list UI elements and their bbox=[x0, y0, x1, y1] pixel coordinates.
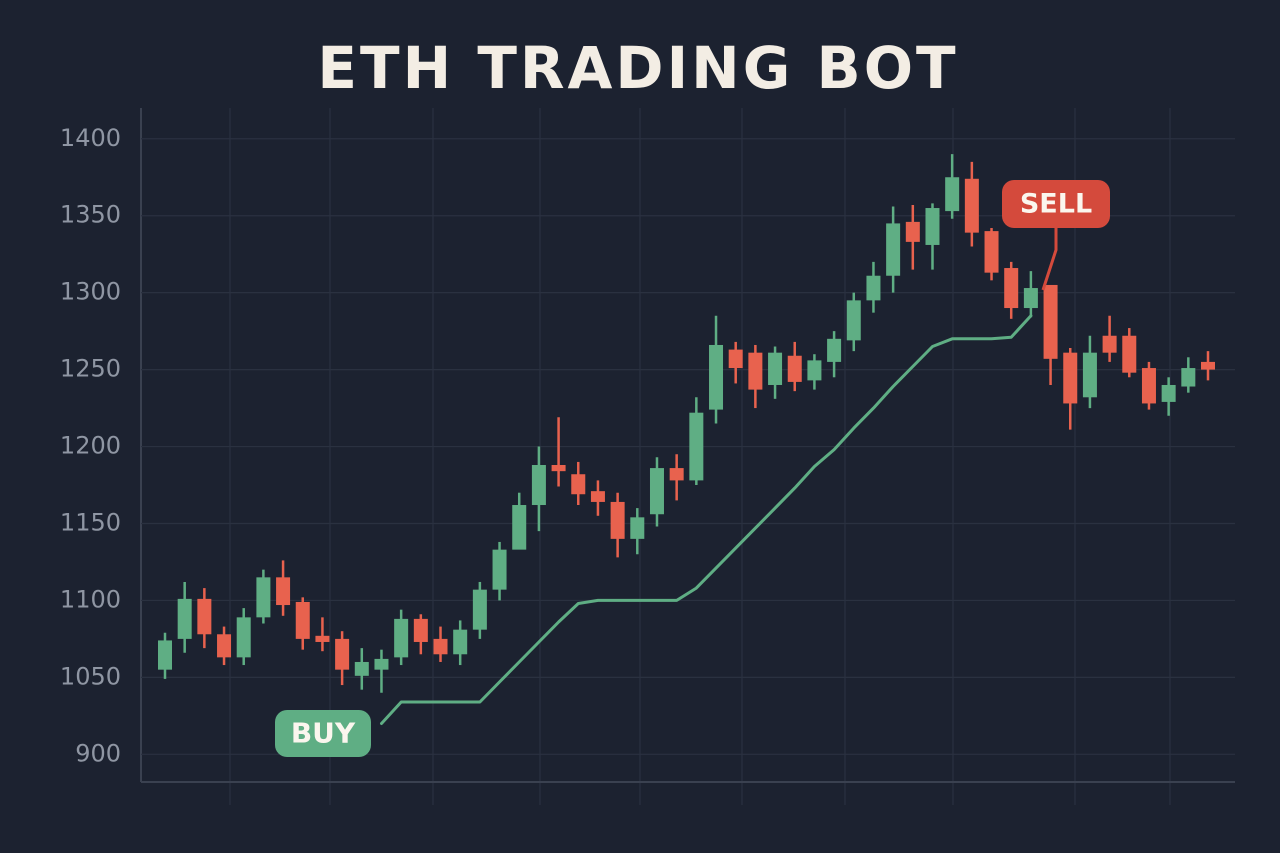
y-tick-label: 900 bbox=[75, 739, 121, 767]
candle-body bbox=[787, 355, 802, 382]
candle-body bbox=[1201, 361, 1215, 370]
candle-body bbox=[610, 501, 625, 539]
candle-body bbox=[866, 275, 881, 301]
y-tick-label: 1350 bbox=[60, 201, 121, 229]
candle-body bbox=[413, 618, 428, 642]
candle-body bbox=[335, 638, 350, 670]
y-tick-label: 1050 bbox=[60, 662, 121, 690]
candle-body bbox=[728, 349, 743, 369]
candle-body bbox=[256, 577, 271, 618]
candle-body bbox=[158, 640, 172, 670]
y-tick-label: 1400 bbox=[60, 124, 121, 152]
candle-body bbox=[276, 577, 291, 606]
candle-body bbox=[492, 549, 507, 590]
candle-body bbox=[689, 412, 704, 481]
candle-body bbox=[531, 465, 546, 506]
candle-body bbox=[1004, 268, 1019, 309]
candle-body bbox=[827, 338, 842, 362]
candle-body bbox=[669, 468, 684, 481]
candle-body bbox=[768, 352, 783, 385]
candle-body bbox=[315, 635, 330, 642]
candle-body bbox=[177, 598, 192, 639]
candle-body bbox=[1181, 368, 1196, 387]
y-tick-label: 1300 bbox=[60, 278, 121, 306]
candle-body bbox=[453, 629, 468, 655]
y-tick-label: 1250 bbox=[60, 355, 121, 383]
candle-body bbox=[590, 491, 605, 502]
candle-body bbox=[472, 589, 487, 630]
candle-body bbox=[925, 208, 940, 245]
annotation-box bbox=[275, 710, 371, 757]
candle-body bbox=[295, 601, 310, 639]
candle-body bbox=[1141, 368, 1156, 404]
candle-body bbox=[571, 474, 586, 495]
candle-body bbox=[905, 221, 920, 242]
candle-body bbox=[846, 300, 861, 341]
candle-body bbox=[964, 178, 979, 233]
candle-body bbox=[433, 638, 448, 655]
candle-body bbox=[551, 465, 566, 472]
candle-body bbox=[354, 661, 369, 676]
candle-body bbox=[1102, 335, 1117, 353]
chart-title: ETH TRADING BOT bbox=[317, 34, 958, 102]
candle-body bbox=[1122, 335, 1137, 373]
candle-body bbox=[709, 344, 724, 410]
y-tick-label: 1100 bbox=[60, 585, 121, 613]
annotation-box bbox=[1002, 180, 1110, 228]
candle-body bbox=[945, 177, 960, 212]
candle-body bbox=[748, 352, 763, 390]
bot-line bbox=[380, 314, 1033, 725]
candle-body bbox=[1082, 352, 1097, 398]
y-tick-label: 1150 bbox=[60, 508, 121, 536]
candle-body bbox=[807, 360, 822, 381]
candle-body bbox=[394, 618, 409, 658]
annotation-label: BUY bbox=[291, 717, 356, 750]
candle-body bbox=[630, 517, 645, 539]
y-tick-label: 1200 bbox=[60, 432, 121, 460]
candle-body bbox=[236, 617, 251, 658]
candle-body bbox=[1063, 352, 1078, 404]
candle-body bbox=[886, 223, 901, 276]
candle-body bbox=[374, 658, 389, 670]
candle-body bbox=[984, 231, 999, 273]
annotation-label: SELL bbox=[1020, 189, 1092, 220]
candle-body bbox=[649, 468, 664, 515]
candle-body bbox=[1043, 284, 1058, 359]
candle-body bbox=[217, 634, 232, 658]
candle-body bbox=[1161, 384, 1176, 402]
candle-body bbox=[1023, 288, 1038, 309]
candle-body bbox=[512, 505, 527, 550]
annotation-pointer bbox=[1041, 228, 1058, 291]
candle-body bbox=[197, 598, 212, 635]
